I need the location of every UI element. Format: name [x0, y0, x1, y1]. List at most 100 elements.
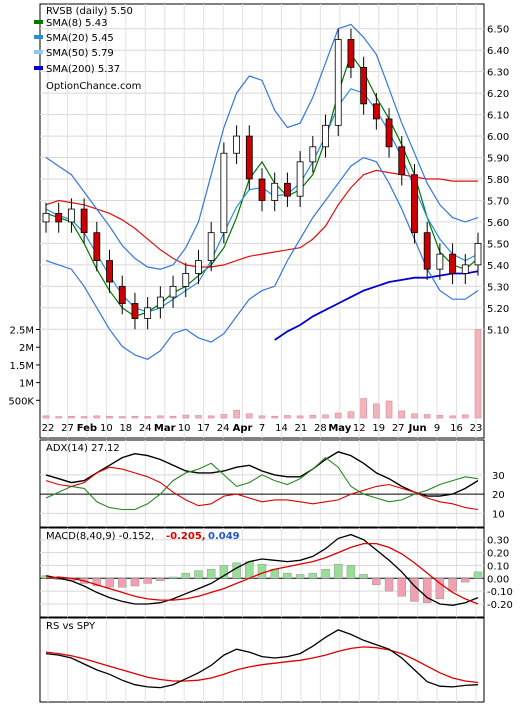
adx-tick-label: 20 [492, 490, 505, 501]
macd-histogram-bar [359, 574, 368, 579]
candle-body [245, 135, 253, 180]
macd-tick-label: 0.20 [487, 549, 509, 560]
series--di [45, 466, 479, 511]
x-tick-label: 9 [434, 423, 440, 434]
adx-tick-label: 30 [492, 471, 505, 482]
x-tick-label: 23 [470, 423, 483, 434]
legend-sma20: SMA(20) 5.45 [46, 33, 114, 44]
macd-tick-label: -0.10 [487, 587, 513, 598]
volume-bar [334, 412, 342, 419]
macd-histogram-bar [372, 578, 381, 585]
volume-bar [93, 415, 101, 419]
legend-sma200: SMA(200) 5.37 [46, 64, 120, 75]
candle-body [80, 208, 88, 234]
x-tick-label: 7 [259, 423, 265, 434]
macd-histogram-bar [295, 574, 305, 579]
x-tick-label: 19 [372, 423, 385, 434]
price-tick-label: 6.40 [487, 46, 509, 57]
x-tick-label: 10 [100, 423, 113, 434]
candle-body [93, 232, 101, 261]
candle-body [385, 118, 393, 148]
macd-histogram-bar [308, 572, 318, 579]
candle-body [347, 39, 355, 68]
volume-bar [411, 413, 418, 419]
watermark: OptionChance.com [46, 81, 141, 92]
candle-body [309, 146, 317, 163]
candle-body [423, 232, 431, 270]
macd-histogram-bar [168, 576, 178, 579]
rs-layer [45, 629, 479, 689]
candle-body [68, 208, 75, 223]
price-tick-label: 6.50 [487, 25, 509, 36]
price-tick-label: 6.10 [487, 111, 509, 122]
volume-bar [258, 415, 266, 419]
legend-swatch-sma8 [34, 20, 43, 24]
macd-histogram-bar [283, 572, 292, 579]
candle-body [169, 285, 177, 298]
macd-histogram-bar [118, 578, 127, 588]
volume-bar [182, 414, 190, 419]
candle-body [118, 285, 126, 304]
macd-histogram-bar [105, 578, 114, 588]
candle-body [360, 66, 368, 105]
series-sma-8- [45, 53, 479, 318]
x-tick-label: 28 [314, 423, 327, 434]
volume-bar [169, 415, 177, 419]
candle-body [42, 212, 50, 223]
volume-bar [449, 415, 456, 419]
volume-bar [42, 415, 50, 419]
volume-bar [245, 413, 253, 419]
volume-bar [106, 415, 113, 419]
volume-bar [118, 416, 126, 419]
candle-body [296, 161, 304, 197]
price-tick-label: 5.30 [487, 282, 509, 293]
macd-histogram-bar [130, 578, 140, 587]
x-tick-label: May [328, 423, 351, 434]
volume-tick-label: 1M [19, 379, 34, 390]
macd-title: MACD(8,40,9) -0.152, [46, 531, 154, 542]
candle-body [449, 253, 456, 274]
series--di [45, 456, 479, 511]
volume-bar [296, 415, 304, 419]
legend-swatch-sma50 [34, 50, 43, 54]
volume-bar [144, 416, 151, 419]
volume-bar [474, 329, 482, 419]
volume-bar [461, 414, 469, 419]
axis-labels: 6.50 6.40 6.30 6.20 6.10 6.00 5.90 5.80 5.70 5.60… [8, 25, 513, 611]
candle-body [207, 232, 215, 261]
volume-tick-label: 2.5M [9, 326, 34, 337]
macd-histogram-bar [397, 578, 406, 597]
x-tick-label: 21 [295, 423, 308, 434]
legend-sma50: SMA(50) 5.79 [46, 48, 114, 59]
legend-sma8: SMA(8) 5.43 [46, 18, 107, 29]
candle-body [322, 124, 329, 148]
volume-bar [80, 416, 88, 419]
macd-histogram-bar [194, 570, 203, 579]
candle-body [398, 146, 406, 176]
volume-tick-label: 500K [8, 396, 34, 407]
series-signal [45, 542, 479, 605]
adx-layer [45, 451, 479, 511]
volume-bar [131, 415, 139, 419]
price-tick-label: 5.90 [487, 154, 509, 165]
candle-body [284, 182, 291, 197]
volume-bar [157, 415, 164, 419]
price-tick-label: 5.40 [487, 261, 509, 272]
macd-histogram-bar [219, 565, 229, 579]
macd-histogram-bar [143, 578, 152, 584]
series-bollinger-upper [45, 23, 479, 270]
volume-bar [398, 410, 406, 419]
volume-bar [322, 414, 329, 419]
x-tick-label: 24 [217, 423, 230, 434]
macd-histogram-bar [245, 561, 254, 579]
macd-histogram-bar [92, 578, 102, 587]
candle-body [461, 264, 469, 274]
macd-tick-label: 0.00 [487, 574, 509, 585]
candle-body [106, 260, 113, 283]
candle-body [131, 303, 139, 319]
macd-histogram-bar [257, 563, 267, 579]
series-rs [45, 629, 479, 689]
series-bollinger-lower [45, 156, 479, 360]
price-tick-label: 5.60 [487, 218, 509, 229]
